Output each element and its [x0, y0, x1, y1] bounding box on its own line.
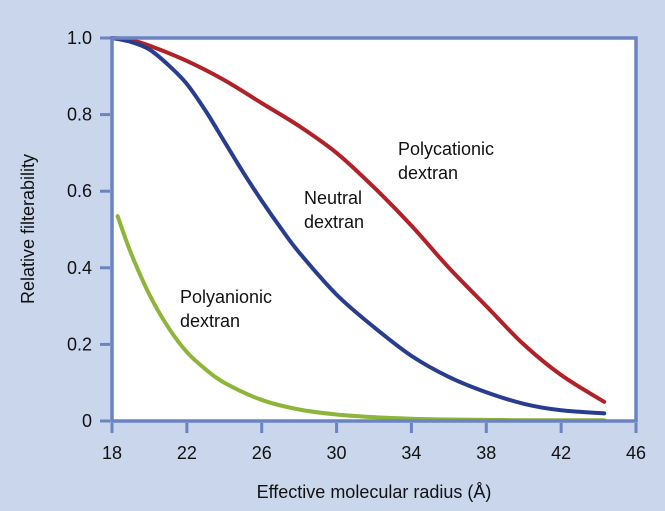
x-tick-label: 34: [401, 443, 421, 463]
x-axis-label: Effective molecular radius (Å): [257, 482, 492, 502]
y-tick-label: 0.6: [67, 181, 92, 201]
x-tick-label: 38: [476, 443, 496, 463]
series-polycationic-dextran-label: Polycationic: [398, 139, 494, 159]
x-axis: 18 22 26 30 34 38 42 46: [102, 423, 646, 463]
plot-frame: [110, 36, 638, 423]
x-tick-label: 30: [327, 443, 347, 463]
x-tick-label: 42: [551, 443, 571, 463]
series-labels: Polycationic dextran Neutral dextran Polyani…: [180, 139, 494, 331]
y-axis: 0 0.2 0.4 0.6 0.8 1.0: [67, 28, 110, 431]
plot-area: [112, 38, 636, 421]
x-tick-label: 22: [177, 443, 197, 463]
series-polyanionic-dextran-label: Polyanionic: [180, 287, 272, 307]
y-axis-label: Relative filterability: [18, 154, 38, 304]
series-polycationic-dextran-label: dextran: [398, 163, 458, 183]
y-tick-label: 0.8: [67, 105, 92, 125]
y-tick-label: 1.0: [67, 28, 92, 48]
y-tick-label: 0.4: [67, 258, 92, 278]
series-polycationic-dextran-line: [110, 36, 607, 404]
y-tick-label: 0: [82, 411, 92, 431]
x-tick-label: 26: [252, 443, 272, 463]
series-neutral-dextran-line: [110, 36, 607, 416]
series-neutral-dextran-label: dextran: [304, 212, 364, 232]
x-tick-label: 18: [102, 443, 122, 463]
y-tick-label: 0.2: [67, 334, 92, 354]
series-polyanionic-dextran-label: dextran: [180, 311, 240, 331]
x-tick-label: 46: [626, 443, 646, 463]
series-neutral-dextran-label: Neutral: [304, 188, 362, 208]
